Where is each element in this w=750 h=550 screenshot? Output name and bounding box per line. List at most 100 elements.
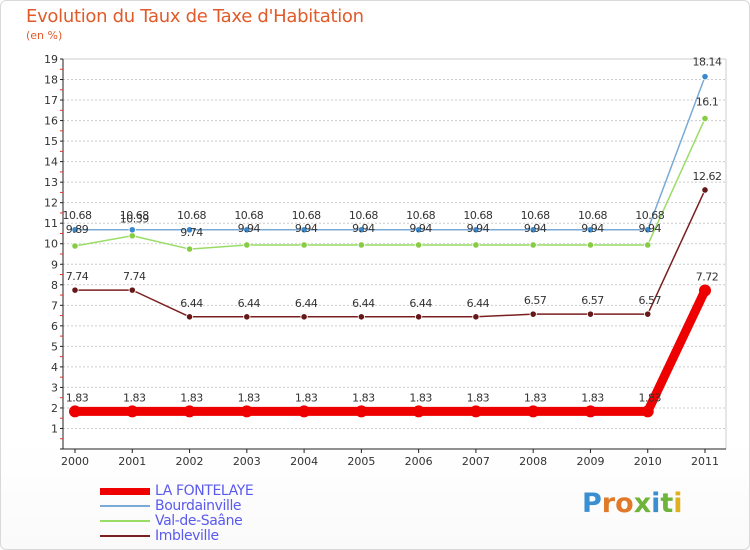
- data-label: 10.68: [463, 209, 492, 222]
- data-label: 6.44: [409, 297, 432, 310]
- data-label: 6.44: [238, 297, 261, 310]
- data-label: 6.44: [180, 297, 203, 310]
- data-point: [298, 405, 311, 418]
- data-label: 1.83: [123, 391, 146, 404]
- legend-swatch-la-fontelaye: [100, 488, 150, 495]
- data-label: 1.83: [66, 391, 89, 404]
- data-point: [644, 241, 652, 249]
- x-tick-label: 2001: [118, 455, 146, 468]
- data-label: 10.68: [406, 209, 435, 222]
- data-point: [243, 226, 251, 234]
- x-tick-label: 2008: [519, 455, 547, 468]
- y-tick-label: 6: [51, 320, 58, 333]
- data-label: 9.94: [467, 222, 490, 235]
- data-point: [185, 245, 194, 253]
- data-point: [415, 226, 423, 234]
- data-point: [644, 226, 652, 234]
- data-point: [300, 313, 308, 321]
- legend-label-val-de-saane: Val-de-Saâne: [155, 513, 243, 529]
- data-point: [185, 226, 194, 234]
- y-tick-label: 12: [44, 197, 58, 210]
- series-line-bourdainville: [75, 76, 706, 231]
- brand-letter: x: [633, 488, 652, 519]
- chart-title: Evolution du Taux de Taxe d'Habitation: [26, 6, 364, 27]
- data-label: 9.74: [180, 226, 203, 239]
- y-tick-label: 18: [44, 74, 58, 87]
- data-label: 1.83: [295, 391, 318, 404]
- data-label: 6.44: [467, 297, 490, 310]
- data-point: [412, 405, 425, 418]
- data-label: 9.94: [524, 222, 547, 235]
- data-point: [300, 241, 308, 249]
- data-label: 16.1: [696, 96, 719, 109]
- series-line-val-de-sa-ne: [74, 118, 706, 250]
- data-point: [240, 405, 253, 418]
- data-point: [586, 310, 595, 318]
- legend-label-imbleville: Imbleville: [155, 528, 219, 544]
- x-tick-label: 2002: [176, 455, 204, 468]
- y-tick-label: 2: [51, 402, 58, 415]
- data-label: 1.83: [238, 391, 261, 404]
- y-tick-label: 15: [44, 135, 58, 148]
- legend-label-bourdainville: Bourdainville: [155, 498, 242, 514]
- data-point: [586, 241, 595, 249]
- data-point: [586, 226, 595, 234]
- y-tick-label: 4: [51, 361, 58, 374]
- data-label: 1.83: [467, 391, 490, 404]
- data-point: [126, 405, 139, 418]
- x-tick-label: 2003: [233, 455, 261, 468]
- series-line-la-fontelaye: [75, 288, 710, 416]
- brand-letter: r: [601, 488, 616, 519]
- data-point: [415, 313, 423, 321]
- data-label: 10.39: [120, 213, 149, 226]
- y-tick-label: 9: [51, 258, 58, 271]
- data-label: 7.72: [696, 271, 719, 284]
- proxiti-logo[interactable]: Proxiti: [582, 488, 683, 519]
- data-label: 6.57: [524, 294, 547, 307]
- legend-swatch-bourdainville: [100, 505, 150, 507]
- data-label: 1.83: [180, 391, 203, 404]
- data-label: 10.68: [578, 209, 607, 222]
- data-point: [529, 241, 537, 249]
- data-point: [701, 114, 709, 123]
- data-point: [701, 73, 709, 81]
- data-label: 1.83: [638, 391, 661, 404]
- data-point: [584, 405, 597, 418]
- x-tick-label: 2007: [462, 455, 490, 468]
- data-label: 10.68: [349, 209, 378, 222]
- data-point: [128, 232, 136, 240]
- data-point: [243, 313, 251, 321]
- data-label: 12.62: [693, 170, 722, 183]
- data-point: [472, 226, 480, 234]
- data-point: [300, 226, 308, 234]
- data-point: [71, 242, 79, 250]
- data-point: [529, 310, 537, 318]
- data-label: 9.94: [638, 222, 661, 235]
- data-point: [699, 284, 711, 297]
- x-tick-label: 2009: [576, 455, 604, 468]
- data-label: 6.57: [638, 294, 661, 307]
- data-label: 18.14: [693, 56, 722, 69]
- data-label: 10.68: [120, 209, 149, 222]
- x-tick-label: 2011: [691, 455, 719, 468]
- y-tick-label: 10: [44, 238, 58, 251]
- data-label: 6.44: [295, 297, 318, 310]
- data-label: 9.94: [238, 222, 261, 235]
- data-point: [701, 186, 709, 194]
- data-point: [641, 405, 654, 418]
- brand-letter: o: [615, 488, 634, 519]
- data-point: [415, 241, 423, 249]
- brand-letter: i: [673, 488, 683, 519]
- data-point: [529, 226, 537, 234]
- x-tick-label: 2005: [347, 455, 375, 468]
- data-point: [185, 313, 194, 321]
- data-point: [472, 241, 480, 249]
- data-point: [243, 241, 251, 249]
- y-tick-label: 5: [51, 340, 58, 353]
- y-tick-label: 8: [51, 279, 58, 292]
- y-tick-label: 1: [51, 422, 58, 435]
- data-label: 1.83: [352, 391, 375, 404]
- data-point: [357, 226, 365, 234]
